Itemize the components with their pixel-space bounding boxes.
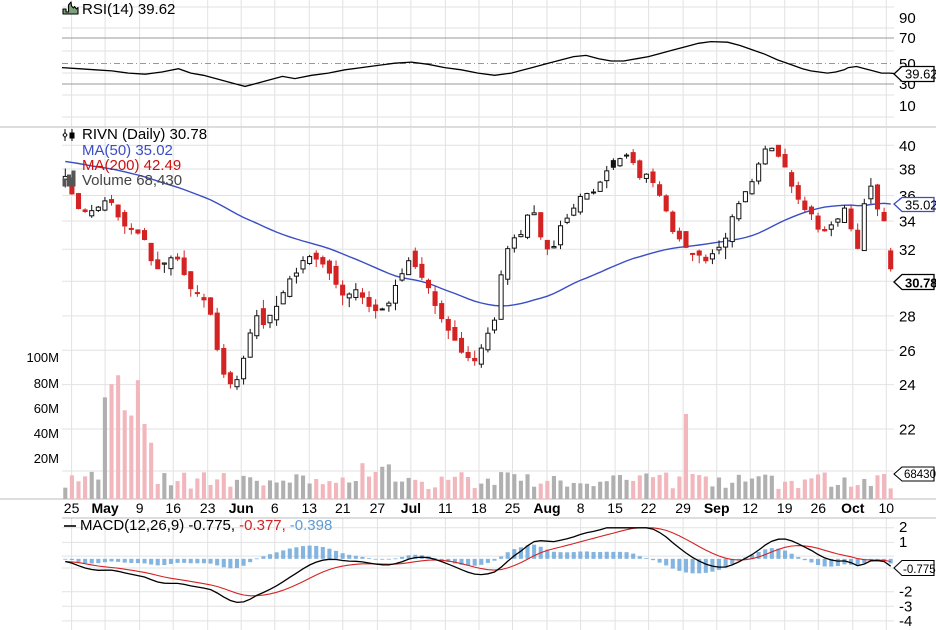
svg-text:60M: 60M [34, 401, 59, 416]
svg-text:22: 22 [899, 422, 916, 439]
svg-text:21: 21 [335, 500, 351, 516]
svg-text:20M: 20M [34, 451, 59, 466]
svg-text:19: 19 [777, 500, 793, 516]
svg-text:16: 16 [165, 500, 181, 516]
svg-text:24: 24 [899, 377, 916, 394]
svg-text:30.78: 30.78 [905, 276, 936, 291]
svg-text:MACD(12,26,9) -0.775,: MACD(12,26,9) -0.775, [80, 517, 235, 534]
svg-text:-4: -4 [899, 613, 912, 630]
svg-text:68430: 68430 [904, 469, 936, 481]
svg-text:28: 28 [899, 308, 916, 325]
svg-text:100M: 100M [26, 350, 59, 365]
svg-text:-0.377,: -0.377, [239, 517, 286, 534]
svg-text:Volume 68,430: Volume 68,430 [82, 172, 182, 189]
svg-text:Sep: Sep [704, 500, 730, 516]
svg-text:Jul: Jul [401, 500, 421, 516]
svg-text:26: 26 [899, 343, 916, 360]
svg-text:23: 23 [200, 500, 216, 516]
svg-text:10: 10 [899, 98, 916, 115]
svg-text:6: 6 [271, 500, 279, 516]
svg-text:9: 9 [136, 500, 144, 516]
svg-text:39.62: 39.62 [905, 67, 936, 82]
svg-text:27: 27 [370, 500, 386, 516]
svg-text:Oct: Oct [841, 500, 865, 516]
svg-text:Aug: Aug [533, 500, 560, 516]
svg-text:13: 13 [302, 500, 318, 516]
svg-text:29: 29 [675, 500, 691, 516]
svg-text:10: 10 [879, 500, 895, 516]
svg-text:May: May [91, 500, 118, 516]
svg-text:38: 38 [899, 162, 916, 179]
svg-text:70: 70 [899, 30, 916, 47]
svg-text:8: 8 [577, 500, 585, 516]
svg-text:40M: 40M [34, 426, 59, 441]
svg-text:26: 26 [811, 500, 827, 516]
svg-text:40: 40 [899, 138, 916, 155]
svg-text:1: 1 [899, 534, 907, 551]
svg-text:80M: 80M [34, 376, 59, 391]
svg-text:90: 90 [899, 10, 916, 27]
svg-text:RSI(14) 39.62: RSI(14) 39.62 [82, 1, 175, 18]
svg-text:11: 11 [438, 500, 453, 516]
svg-text:25: 25 [505, 500, 521, 516]
svg-text:12: 12 [742, 500, 758, 516]
svg-text:RIVN (Daily) 30.78: RIVN (Daily) 30.78 [82, 126, 207, 143]
svg-text:22: 22 [641, 500, 657, 516]
svg-text:15: 15 [607, 500, 623, 516]
svg-text:34: 34 [899, 214, 916, 231]
svg-text:35.02: 35.02 [905, 198, 936, 213]
svg-text:-0.398: -0.398 [290, 517, 333, 534]
svg-text:Jun: Jun [229, 500, 254, 516]
svg-text:-0.775: -0.775 [903, 564, 936, 576]
svg-text:32: 32 [899, 242, 916, 259]
svg-text:25: 25 [64, 500, 80, 516]
svg-text:18: 18 [471, 500, 487, 516]
